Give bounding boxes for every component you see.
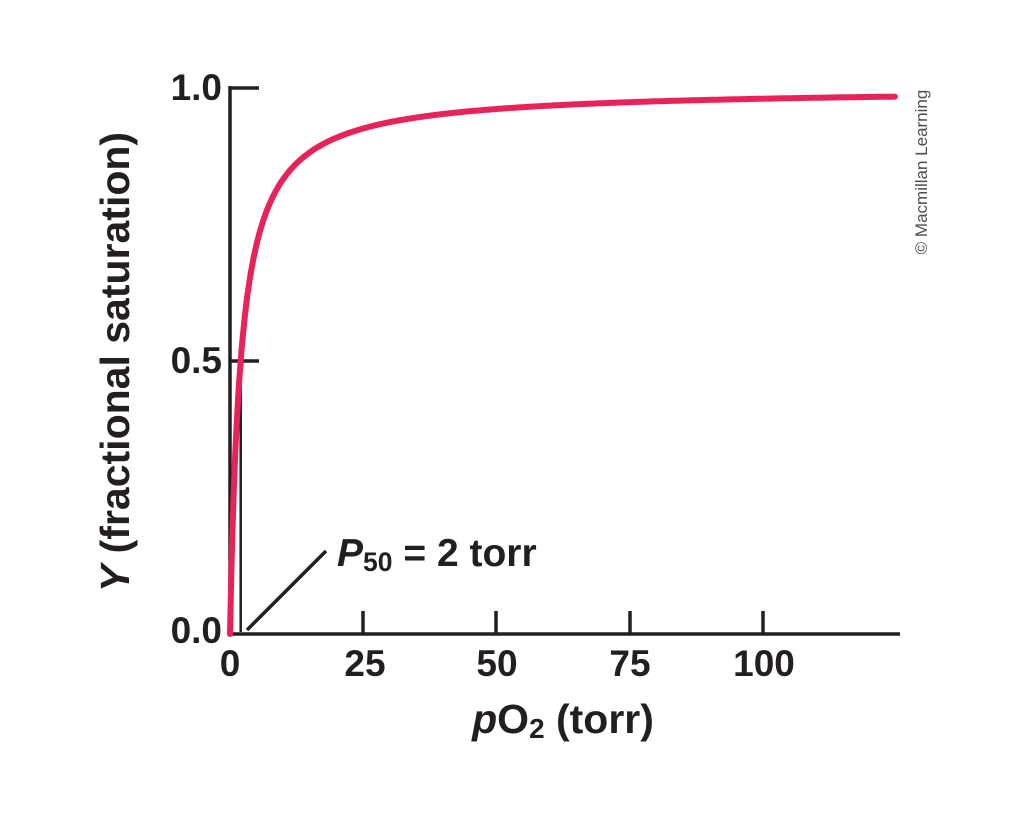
macmillan-credit: © Macmillan Learning: [912, 89, 931, 255]
x-tick-label-100: 100: [733, 643, 795, 684]
y-tick-label-0.0: 0.0: [170, 610, 222, 651]
y-tick-label-0.5: 0.5: [170, 340, 222, 381]
y-axis-title: Y (fractional saturation): [92, 82, 138, 642]
x-axis-title: pO2 (torr): [413, 697, 713, 746]
p50-annotation: P50 = 2 torr: [337, 533, 537, 578]
binding-curve: [227, 93, 898, 637]
y-axis-title-italic-Y: Y: [92, 564, 138, 593]
y-tick-label-1.0: 1.0: [170, 67, 222, 108]
x-tick-label-25: 25: [344, 643, 386, 684]
x-axis-title-subscript: 2: [529, 713, 545, 745]
x-axis-title-units: (torr): [544, 696, 654, 742]
x-axis-title-italic-p: p: [472, 696, 498, 742]
p50-pointer-line: [245, 549, 328, 632]
p50-annotation-subscript: 50: [363, 546, 393, 577]
x-tick-label-75: 75: [609, 643, 651, 684]
y-axis-title-rest: (fractional saturation): [92, 131, 138, 565]
p50-annotation-value: = 2 torr: [392, 532, 537, 575]
x-axis-title-O: O: [497, 696, 530, 742]
x-tick-label-50: 50: [476, 643, 518, 684]
p50-annotation-italic-P: P: [337, 532, 364, 575]
x-tick-label-0: 0: [219, 643, 241, 684]
